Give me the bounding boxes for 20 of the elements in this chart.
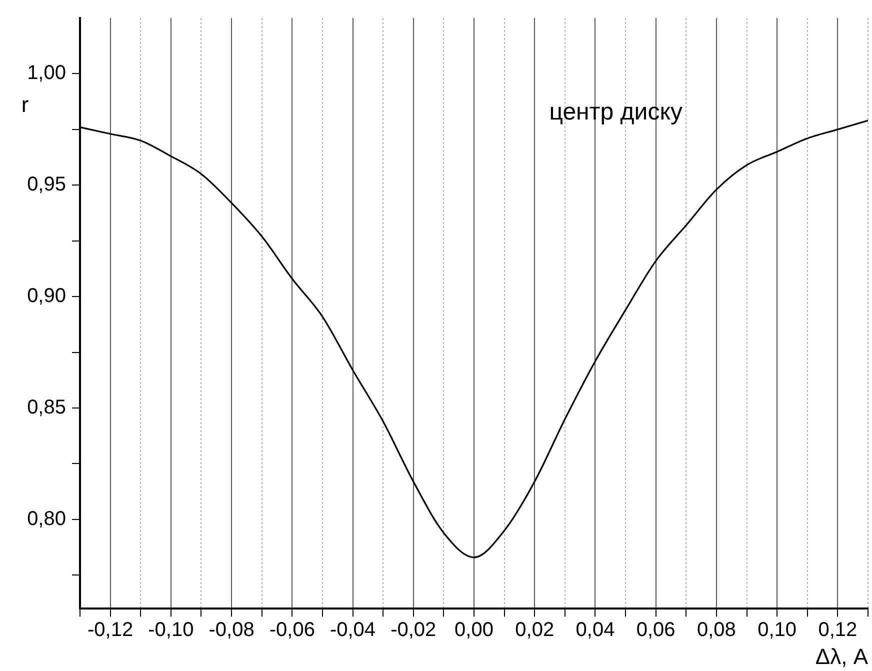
x-tick-label: 0,04 <box>576 619 615 642</box>
y-tick-label: 0,85 <box>27 396 66 419</box>
x-tick-label: 0,02 <box>515 619 554 642</box>
y-axis-title: r <box>21 92 29 118</box>
x-tick-label: 0,00 <box>454 619 494 642</box>
x-tick-label: 0,08 <box>696 619 736 642</box>
y-tick-label: 0,90 <box>27 285 66 308</box>
x-tick-label: -0,06 <box>269 619 315 642</box>
x-tick-label: 0,06 <box>636 619 676 642</box>
x-tick-label: -0,04 <box>330 619 376 642</box>
x-axis-title: Δλ, A <box>815 644 868 669</box>
y-tick-label: 0,80 <box>27 508 66 530</box>
x-tick-label: -0,02 <box>390 619 436 642</box>
y-tick-label: 0,95 <box>27 174 66 196</box>
y-tick-label: 1,00 <box>27 62 66 84</box>
x-tick-label: -0,10 <box>148 619 194 642</box>
x-tick-label: 0,12 <box>818 619 858 642</box>
x-tick-label: -0,08 <box>208 619 254 642</box>
x-tick-label: -0,12 <box>88 619 134 642</box>
x-tick-label: 0,10 <box>758 619 797 642</box>
